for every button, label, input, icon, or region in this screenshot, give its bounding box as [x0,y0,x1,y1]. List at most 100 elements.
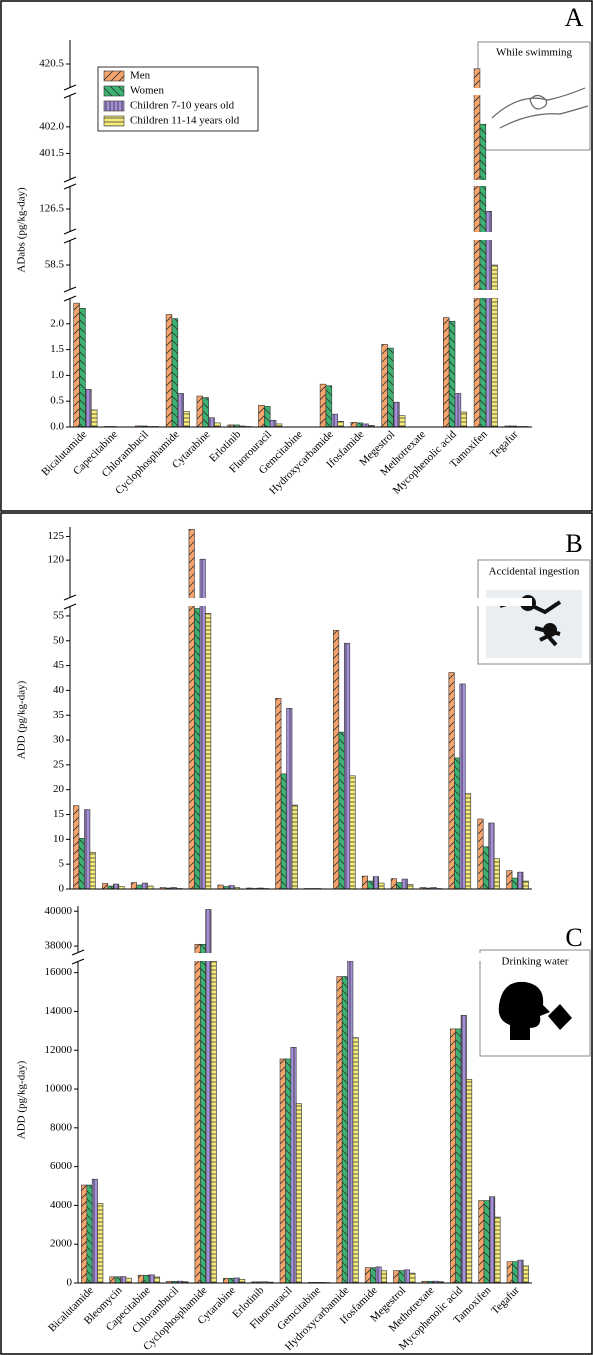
bar [86,1184,93,1284]
y-tick-label: 10 [53,833,65,845]
bar [449,1028,456,1284]
bar [222,1278,229,1284]
bar [228,885,235,890]
bar [455,1028,462,1284]
bar [459,683,466,890]
y-tick-label: 126.5 [39,203,64,215]
inset-drinking [479,949,591,1057]
bar [331,413,338,428]
bar [333,630,340,890]
bar [506,870,513,890]
y-tick-label: 25 [53,758,65,770]
bar [102,883,109,890]
bar [280,773,287,890]
y-tick-label: 1.5 [50,343,64,355]
bar [409,1272,416,1284]
inset-swimming [477,41,591,151]
bar [404,1269,411,1284]
inset-label: While swimming [496,47,573,59]
inset-drawing [534,626,561,647]
bar [177,393,184,428]
bar [356,422,363,428]
bar [290,1047,297,1284]
legend-swatch [103,100,125,112]
bar [217,884,224,890]
bar [141,882,148,890]
bar [148,1274,155,1284]
bar [336,976,343,1284]
bar [154,1276,161,1284]
bar [78,838,85,890]
y-tick-label: 1.0 [50,369,64,381]
y-tick-label: 4000 [50,1199,73,1211]
bar [482,846,489,890]
x-tick-label: Tegafur [489,1284,522,1317]
bar [337,421,344,428]
bar [393,401,400,428]
bar [387,347,394,428]
bar [352,1037,359,1284]
bar [137,1274,144,1284]
y-tick-label: 40 [53,684,65,696]
bar [375,1266,382,1284]
bar [165,314,173,428]
panel-letter: A [565,3,584,32]
bar [210,960,217,1284]
bar [350,422,358,428]
bar [194,943,201,1284]
bar [398,1270,405,1284]
bar [120,1276,127,1284]
panel-letter: C [565,923,582,952]
bar [291,804,298,890]
bar [341,976,348,1284]
bar [205,613,212,890]
y-tick-label: 401.5 [39,147,64,159]
y-tick-label: 402.0 [39,120,64,132]
legend-label: Children 7-10 years old [130,100,235,112]
bar [79,308,86,428]
bar [81,1184,88,1284]
bar [511,877,518,890]
bar [325,385,333,428]
legend-label: Children 11-14 years old [130,115,240,127]
bar [370,1267,377,1284]
bar [344,642,351,890]
y-tick-label: 45 [53,659,65,671]
y-tick-label: 10000 [45,1083,73,1095]
bar [205,909,212,1284]
axis-break [64,88,532,95]
bar [401,878,408,890]
bar [367,880,374,890]
bar [506,1261,513,1284]
bar [488,822,495,890]
bar [125,1277,132,1284]
inset-label: Drinking water [502,956,569,968]
bar [466,1079,473,1284]
bar [269,419,277,428]
bar [264,406,271,428]
y-tick-label: 16000 [45,966,73,978]
bar [478,1200,485,1284]
bar [109,1276,116,1284]
y-tick-label: 38000 [45,940,73,952]
y-tick-label: 58.5 [45,259,65,271]
bar [512,1261,519,1284]
bar [199,943,206,1284]
bar [295,1103,302,1284]
bar [136,884,143,890]
y-axis-label: ADabs (pg/kg-day) [16,187,28,273]
bar [188,529,195,890]
bar [239,1279,246,1284]
bar [396,882,403,890]
bar [517,871,524,890]
inset-ingestion [477,559,591,665]
bar [347,960,354,1284]
bar [393,1270,400,1284]
bar [228,1278,235,1284]
y-tick-label: 15 [53,808,65,820]
y-tick-label: 12000 [45,1044,73,1056]
bar [85,389,92,428]
bar [454,757,461,890]
bar [381,1270,388,1284]
